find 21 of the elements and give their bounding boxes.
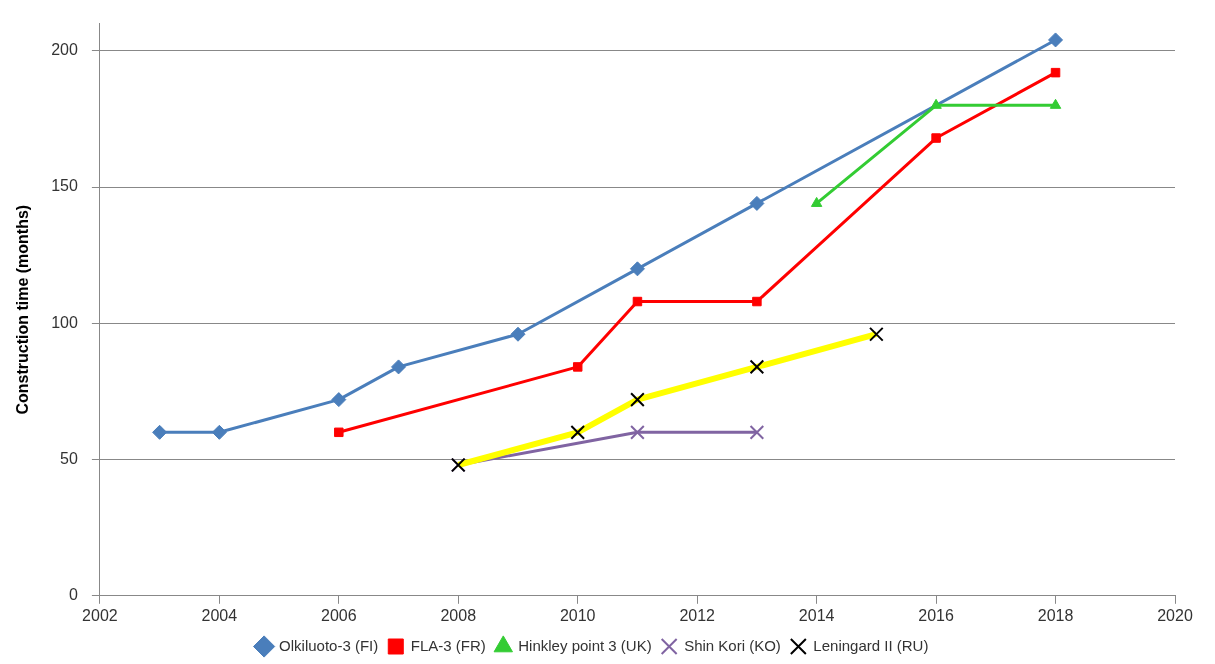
y-tick-label: 150 [51, 177, 78, 195]
x-tick-label: 2012 [679, 606, 716, 624]
y-tick-label: 100 [51, 313, 78, 331]
legend-label: Shin Kori (KO) [684, 636, 781, 654]
legend-label: Leningard II (RU) [813, 636, 929, 654]
y-tick-label: 200 [51, 41, 78, 59]
x-tick-label: 2018 [1037, 606, 1074, 624]
x-tick-label: 2002 [82, 606, 118, 624]
x-tick-label: 2010 [559, 606, 596, 624]
legend-label: Hinkley point 3 (UK) [518, 636, 652, 654]
x-tick-label: 2016 [918, 606, 954, 624]
x-tick-label: 2004 [201, 606, 238, 624]
y-tick-label: 50 [60, 449, 78, 467]
legend-label: FLA-3 (FR) [410, 636, 486, 654]
y-axis-title: Construction time (months) [14, 204, 32, 415]
x-tick-label: 2014 [798, 606, 835, 624]
x-tick-label: 2008 [440, 606, 477, 624]
legend-label: Olkiluoto-3 (FI) [279, 636, 379, 654]
x-tick-label: 2020 [1157, 606, 1193, 624]
y-tick-label: 0 [68, 586, 78, 604]
x-tick-label: 2006 [321, 606, 357, 624]
